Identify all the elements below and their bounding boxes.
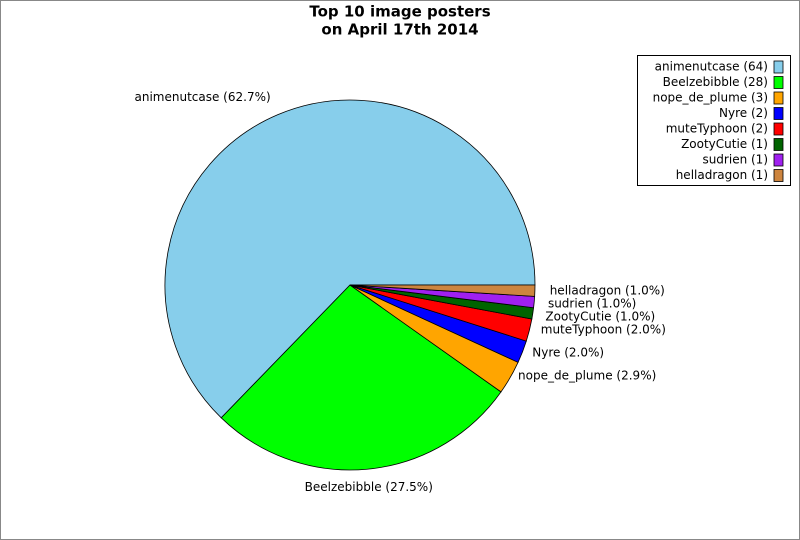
legend-label: helladragon (1) [676,168,768,182]
legend-label: Beelzebibble (28) [663,75,768,89]
legend-swatch [773,91,784,105]
legend-label: muteTyphoon (2) [666,122,768,136]
legend-label: nope_de_plume (3) [653,91,768,105]
legend-swatch [773,153,784,167]
legend-label: animenutcase (64) [655,60,768,74]
slice-label: muteTyphoon (2.0%) [541,323,666,337]
legend-swatch [773,138,784,151]
chart-title: on April 17th 2014 [321,21,478,39]
legend-swatch [773,76,784,89]
slice-label: animenutcase (62.7%) [135,90,271,104]
pie-slice [220,284,502,471]
legend-swatch [773,169,784,182]
legend-swatch [773,107,784,120]
legend-box [637,55,791,186]
pie-slice [349,284,536,297]
slice-label: Nyre (2.0%) [532,346,604,360]
legend-swatch [773,60,784,74]
pie-slice [164,99,536,419]
legend-label: ZootyCutie (1) [681,137,768,151]
slice-label: Beelzebibble (27.5%) [305,480,433,494]
legend-label: Nyre (2) [719,106,768,120]
chart-title: Top 10 image posters [309,3,490,21]
slice-label: ZootyCutie (1.0%) [545,310,655,324]
slice-label: helladragon (1.0%) [550,284,665,298]
legend-label: sudrien (1) [702,153,768,167]
slice-label: sudrien (1.0%) [548,297,636,311]
slice-label: nope_de_plume (2.9%) [518,369,656,383]
legend-swatch [773,122,784,136]
